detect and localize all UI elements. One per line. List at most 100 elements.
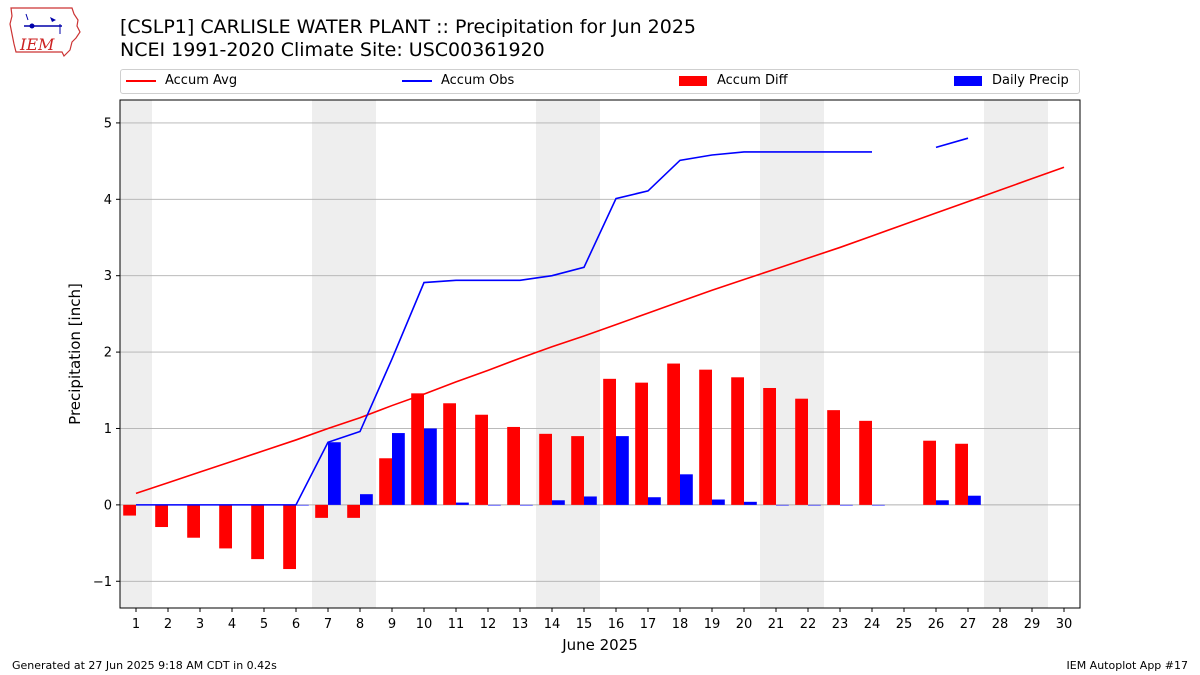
bar-daily-precip-day-8 xyxy=(360,494,373,505)
bar-accum-diff-day-7 xyxy=(315,504,328,518)
chart-subtitle: NCEI 1991-2020 Climate Site: USC00361920 xyxy=(120,39,545,61)
bar-accum-diff-day-3 xyxy=(187,504,200,538)
bar-daily-precip-day-16 xyxy=(616,436,629,505)
legend-swatch-accum-obs xyxy=(402,79,432,82)
bar-accum-diff-day-8 xyxy=(347,504,360,518)
y-tick-label: 5 xyxy=(104,116,112,131)
x-tick-label: 3 xyxy=(196,617,204,632)
y-axis-ticks: −1 0 1 2 3 4 5 xyxy=(93,116,120,590)
bar-accum-diff-day-10 xyxy=(411,393,424,505)
legend-swatch-accum-diff xyxy=(679,75,707,86)
x-tick-label: 7 xyxy=(324,617,332,632)
x-tick-label: 8 xyxy=(356,617,364,632)
x-tick-label: 21 xyxy=(768,617,785,632)
line-accum-obs-segment-2 xyxy=(935,137,969,149)
y-tick-label: 3 xyxy=(104,269,112,284)
legend-label-accum-diff: Accum Diff xyxy=(717,73,788,88)
bar-marks xyxy=(123,363,981,570)
x-tick-label: 5 xyxy=(260,617,268,632)
line-marks xyxy=(135,137,1065,506)
bar-accum-diff-day-26 xyxy=(923,440,936,505)
bar-accum-diff-day-18 xyxy=(667,363,680,505)
x-tick-label: 14 xyxy=(544,617,561,632)
x-tick-label: 13 xyxy=(512,617,529,632)
line-accum-obs-segment-1 xyxy=(136,151,872,506)
x-tick-label: 24 xyxy=(864,617,881,632)
bar-daily-precip-day-14 xyxy=(552,500,565,505)
legend-item-accum-obs: Accum Obs xyxy=(402,73,514,88)
weekend-band-2 xyxy=(312,100,376,608)
x-axis-label: June 2025 xyxy=(561,636,638,654)
x-tick-label: 26 xyxy=(928,617,945,632)
x-tick-label: 25 xyxy=(896,617,913,632)
bar-accum-diff-day-13 xyxy=(507,426,520,505)
chart-legend: Accum Avg Accum Obs Accum Diff Daily Pre… xyxy=(120,69,1080,94)
x-tick-label: 11 xyxy=(448,617,465,632)
legend-item-accum-avg: Accum Avg xyxy=(126,73,237,88)
bar-accum-diff-day-20 xyxy=(731,377,744,505)
x-tick-label: 29 xyxy=(1024,617,1041,632)
bar-daily-precip-day-18 xyxy=(680,474,693,505)
line-accum-avg-segment-1 xyxy=(135,166,1065,495)
bar-accum-diff-day-4 xyxy=(219,504,232,549)
generated-timestamp: Generated at 27 Jun 2025 9:18 AM CDT in … xyxy=(12,659,277,672)
x-tick-label: 19 xyxy=(704,617,721,632)
bar-accum-diff-day-9 xyxy=(379,458,392,505)
bar-accum-diff-day-11 xyxy=(443,403,456,505)
y-tick-label: 1 xyxy=(104,422,112,437)
bar-daily-precip-day-12 xyxy=(488,504,501,506)
legend-label-accum-obs: Accum Obs xyxy=(441,73,515,88)
bar-daily-precip-day-21 xyxy=(776,504,789,506)
bar-daily-precip-day-9 xyxy=(392,433,405,505)
bar-daily-precip-day-17 xyxy=(648,497,661,505)
x-tick-label: 28 xyxy=(992,617,1009,632)
bar-accum-diff-day-23 xyxy=(827,410,840,505)
bar-daily-precip-day-23 xyxy=(840,504,853,506)
bar-accum-diff-day-14 xyxy=(539,433,552,505)
bar-accum-diff-day-17 xyxy=(635,382,648,505)
weekend-band-3 xyxy=(536,100,600,608)
bar-accum-diff-day-24 xyxy=(859,420,872,505)
plot-frame xyxy=(119,99,1081,609)
x-axis-ticks: 1 2 3 4 5 6 7 8 9 10 11 12 13 14 15 16 17 18 19 20 21 22 23 24 2… xyxy=(132,608,1072,632)
legend-label-daily-precip: Daily Precip xyxy=(992,73,1069,88)
bar-accum-diff-day-1 xyxy=(123,504,136,516)
y-tick-label: 4 xyxy=(104,193,112,208)
y-tick-label: 2 xyxy=(104,346,112,361)
y-tick-label: 0 xyxy=(104,498,112,513)
x-tick-label: 15 xyxy=(576,617,593,632)
x-tick-label: 27 xyxy=(960,617,977,632)
iem-logo: IEM xyxy=(6,4,82,60)
logo-text: IEM xyxy=(19,35,55,54)
x-tick-label: 12 xyxy=(480,617,497,632)
weekend-band-1 xyxy=(120,100,152,608)
x-tick-label: 17 xyxy=(640,617,657,632)
bar-daily-precip-day-24 xyxy=(872,504,885,506)
bar-accum-diff-day-5 xyxy=(251,504,264,560)
bar-daily-precip-day-7 xyxy=(328,442,341,505)
bar-daily-precip-day-27 xyxy=(968,495,981,505)
bar-accum-diff-day-12 xyxy=(475,414,488,505)
bar-accum-diff-day-27 xyxy=(955,443,968,505)
y-tick-label: −1 xyxy=(93,575,112,590)
legend-item-daily-precip: Daily Precip xyxy=(954,73,1069,88)
chart-title: [CSLP1] CARLISLE WATER PLANT :: Precipit… xyxy=(120,16,697,38)
x-tick-label: 16 xyxy=(608,617,625,632)
bar-daily-precip-day-6 xyxy=(296,504,309,506)
x-tick-label: 9 xyxy=(388,617,396,632)
x-tick-label: 4 xyxy=(228,617,236,632)
x-tick-label: 18 xyxy=(672,617,689,632)
x-tick-label: 1 xyxy=(132,617,140,632)
bar-accum-diff-day-16 xyxy=(603,378,616,505)
x-tick-label: 10 xyxy=(416,617,433,632)
bar-accum-diff-day-2 xyxy=(155,504,168,528)
app-credit: IEM Autoplot App #17 xyxy=(1066,659,1189,672)
bar-accum-diff-day-15 xyxy=(571,436,584,505)
bar-daily-precip-day-22 xyxy=(808,504,821,506)
legend-item-accum-diff: Accum Diff xyxy=(679,73,788,88)
x-tick-label: 22 xyxy=(800,617,817,632)
bar-daily-precip-day-11 xyxy=(456,502,469,505)
x-tick-label: 6 xyxy=(292,617,300,632)
bar-accum-diff-day-21 xyxy=(763,387,776,505)
